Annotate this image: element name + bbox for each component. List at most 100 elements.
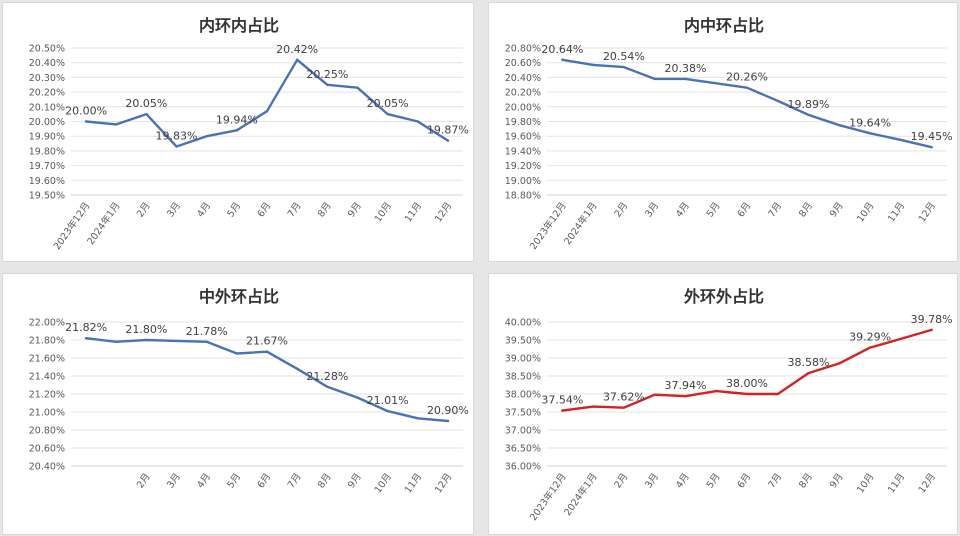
x-tick-label: 12月 [917, 200, 938, 224]
data-label: 20.90% [427, 404, 469, 417]
x-tick-label: 9月 [346, 200, 364, 219]
data-point [145, 338, 148, 342]
data-point [807, 113, 810, 117]
data-label: 39.78% [911, 313, 953, 326]
x-tick-label: 3月 [643, 200, 661, 219]
data-point [868, 132, 872, 135]
data-label: 20.54% [603, 50, 645, 63]
x-tick-label: 2月 [135, 200, 153, 219]
x-tick-label: 5月 [225, 200, 243, 219]
data-point [416, 120, 419, 123]
data-point [838, 123, 841, 127]
y-tick-label: 18.80% [505, 191, 541, 202]
data-label: 39.29% [849, 331, 891, 344]
y-tick-label: 19.90% [29, 132, 65, 143]
chart-title: 内环内占比 [199, 16, 279, 35]
data-label: 20.26% [726, 71, 768, 84]
data-point [653, 77, 656, 81]
data-point [776, 99, 779, 103]
data-label: 38.00% [726, 377, 768, 390]
y-tick-label: 36.00% [505, 462, 541, 473]
y-tick-label: 20.40% [29, 462, 65, 473]
data-label: 21.28% [306, 370, 348, 383]
x-tick-label: 8月 [797, 471, 815, 490]
x-tick-label: 8月 [316, 471, 334, 490]
data-point [838, 362, 841, 365]
x-tick-label: 12月 [917, 471, 938, 495]
data-point [84, 120, 88, 123]
chart-panel-inner-ring: 内环内占比 19.50% 19.60% 19.70% 19.80% 19.90% 20.00… [2, 2, 474, 262]
data-point [175, 145, 178, 148]
chart-panel-inner-middle-ring: 内中环占比 18.80% 19.00% 19.20% 19.40% 19.60% 19.80… [488, 2, 958, 262]
x-tick-label: 5月 [225, 471, 243, 490]
chart-title: 内中环占比 [684, 16, 764, 35]
data-point [653, 393, 656, 396]
x-tick-label: 11月 [886, 200, 907, 224]
x-tick-label: 8月 [797, 200, 815, 219]
chart-panel-middle-outer-ring: 中外环占比 20.40% 20.60% 20.80% 21.00% 21.20% 21.40… [2, 273, 474, 535]
data-label: 21.82% [65, 321, 107, 334]
data-label: 38.58% [788, 356, 830, 369]
data-point [356, 396, 359, 399]
data-point [446, 419, 450, 423]
data-label: 20.05% [367, 97, 409, 110]
data-label: 19.83% [156, 129, 198, 142]
x-tick-label: 3月 [165, 471, 183, 490]
data-point [145, 112, 148, 116]
data-label: 37.94% [664, 379, 706, 392]
y-tick-label: 19.70% [29, 161, 65, 172]
data-point [561, 58, 564, 61]
y-tick-label: 37.50% [505, 408, 541, 419]
y-tick-label: 19.20% [505, 161, 541, 172]
data-point [868, 346, 872, 349]
data-point [356, 86, 359, 89]
y-tick-label: 20.20% [505, 88, 541, 99]
x-tick-label: 10月 [855, 471, 876, 495]
data-point [205, 340, 208, 343]
y-tick-label: 20.00% [29, 117, 65, 128]
x-tick-label: 6月 [256, 200, 274, 219]
y-tick-label: 21.20% [29, 390, 65, 401]
y-tick-label: 39.50% [505, 336, 541, 347]
data-point [235, 129, 239, 132]
y-tick-label: 21.80% [29, 336, 65, 347]
data-point [84, 337, 88, 340]
data-label: 20.42% [276, 43, 318, 56]
data-point [386, 112, 389, 116]
data-point [715, 389, 718, 393]
data-label: 20.05% [125, 97, 167, 110]
data-label: 21.01% [367, 394, 409, 407]
data-point [930, 146, 933, 149]
x-tick-label: 7月 [766, 200, 784, 219]
data-label: 19.94% [216, 113, 258, 126]
y-tick-label: 19.80% [505, 117, 541, 128]
x-tick-label: 10月 [373, 200, 394, 224]
x-tick-label: 6月 [736, 200, 754, 219]
data-point [295, 367, 299, 370]
x-tick-label: 4月 [195, 200, 213, 219]
x-tick-label: 2月 [612, 200, 630, 219]
x-tick-label: 4月 [674, 200, 692, 219]
data-point [115, 123, 118, 126]
data-point [175, 339, 178, 343]
data-point [326, 83, 329, 86]
y-tick-label: 38.00% [505, 390, 541, 401]
y-tick-label: 36.50% [505, 444, 541, 455]
y-tick-label: 22.00% [29, 318, 65, 329]
x-tick-label: 2月 [612, 471, 630, 490]
x-tick-label: 11月 [886, 471, 907, 495]
data-label: 20.25% [306, 68, 348, 81]
data-point [807, 371, 810, 375]
y-tick-label: 21.40% [29, 372, 65, 383]
data-point [930, 328, 933, 332]
x-tick-label: 7月 [286, 200, 304, 219]
data-label: 21.67% [246, 335, 288, 348]
data-label: 37.54% [541, 394, 583, 407]
x-tick-label: 3月 [165, 200, 183, 219]
data-label: 19.89% [788, 98, 830, 111]
data-point [115, 340, 118, 343]
x-tick-label: 9月 [346, 471, 364, 490]
x-tick-label: 5月 [705, 471, 723, 490]
data-point [265, 110, 269, 113]
data-point [776, 392, 779, 396]
